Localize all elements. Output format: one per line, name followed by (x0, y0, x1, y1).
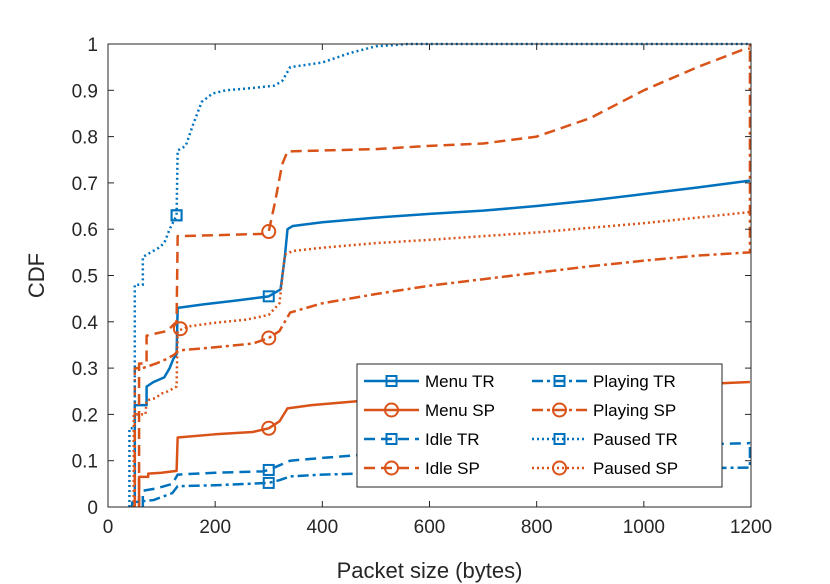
series-marker-playing-sp-0 (261, 330, 277, 346)
legend-marker-playing-sp (552, 402, 567, 418)
series-marker-idle-tr-0 (262, 463, 275, 476)
series-marker-idle-sp-0 (261, 224, 277, 240)
x-tick-label: 200 (199, 517, 231, 538)
legend-marker-menu-tr (385, 375, 398, 387)
series-line-playing-sp (133, 44, 752, 507)
series-playing-sp (133, 44, 752, 507)
legend-label-paused-tr: Paused TR (593, 430, 678, 449)
legend-label-idle-tr: Idle TR (425, 430, 480, 449)
legend-label-menu-sp: Menu SP (425, 401, 495, 420)
series-marker-paused-tr-0 (170, 209, 183, 222)
x-tick-label: 600 (414, 517, 446, 538)
x-tick-label: 1200 (730, 517, 772, 538)
legend-entry-playing-tr: Playing TR (532, 372, 676, 391)
y-tick-label: 0.4 (72, 313, 99, 334)
legend-marker-paused-tr (553, 433, 566, 445)
series-marker-menu-tr-1 (262, 290, 275, 303)
legend: Menu TR Menu SP Idle TR Idle SP Playing TR Pl… (356, 363, 723, 488)
legend-label-playing-tr: Playing TR (593, 372, 676, 391)
legend-label-paused-sp: Paused SP (593, 459, 678, 478)
series-line-paused-sp (132, 210, 751, 507)
y-tick-label: 0.1 (72, 452, 98, 473)
series-marker-playing-tr-0 (262, 476, 275, 489)
x-tick-label: 0 (103, 517, 114, 538)
legend-entry-playing-sp: Playing SP (532, 401, 676, 420)
series-marker-paused-sp-0 (172, 321, 188, 337)
legend-marker-idle-tr (385, 433, 398, 445)
series-line-paused-tr (128, 42, 751, 507)
legend-box (356, 363, 723, 488)
series-idle-sp (137, 47, 750, 507)
y-tick-label: 0.3 (72, 359, 98, 380)
legend-marker-menu-sp (384, 402, 399, 418)
x-tick-label: 800 (521, 517, 553, 538)
legend-entry-idle-tr: Idle TR (364, 430, 480, 449)
legend-marker-paused-sp (552, 460, 567, 476)
series-line-idle-sp (137, 47, 750, 507)
series-paused-sp (132, 210, 751, 507)
legend-label-menu-tr: Menu TR (425, 372, 495, 391)
x-tick-label: 1000 (623, 517, 665, 538)
y-tick-label: 0.5 (72, 267, 98, 288)
legend-entry-menu-tr: Menu TR (364, 372, 495, 391)
x-axis-title: Packet size (bytes) (337, 558, 523, 583)
y-tick-label: 0.9 (72, 81, 98, 102)
legend-entry-menu-sp: Menu SP (364, 401, 495, 420)
tick-layer: 0 200 400 600 800 1000 1200 0 0.1 0.2 0.3 0.4 0.5 0.6… (72, 35, 773, 538)
legend-entry-paused-sp: Paused SP (532, 459, 678, 478)
series-marker-menu-sp-0 (261, 420, 277, 436)
series-paused-tr (128, 42, 751, 507)
legend-label-idle-sp: Idle SP (425, 459, 480, 478)
y-tick-label: 0.2 (72, 405, 98, 426)
y-tick-label: 1 (87, 35, 98, 56)
legend-entry-paused-tr: Paused TR (532, 430, 678, 449)
y-axis-title: CDF (24, 253, 49, 298)
y-tick-label: 0.7 (72, 174, 98, 195)
x-tick-label: 400 (306, 517, 338, 538)
legend-marker-idle-sp (384, 460, 399, 476)
legend-marker-playing-tr (553, 375, 566, 387)
legend-label-playing-sp: Playing SP (593, 401, 676, 420)
y-tick-label: 0.6 (72, 220, 98, 241)
y-tick-label: 0.8 (72, 128, 98, 149)
y-tick-label: 0 (87, 498, 98, 519)
legend-entry-idle-sp: Idle SP (364, 459, 480, 478)
